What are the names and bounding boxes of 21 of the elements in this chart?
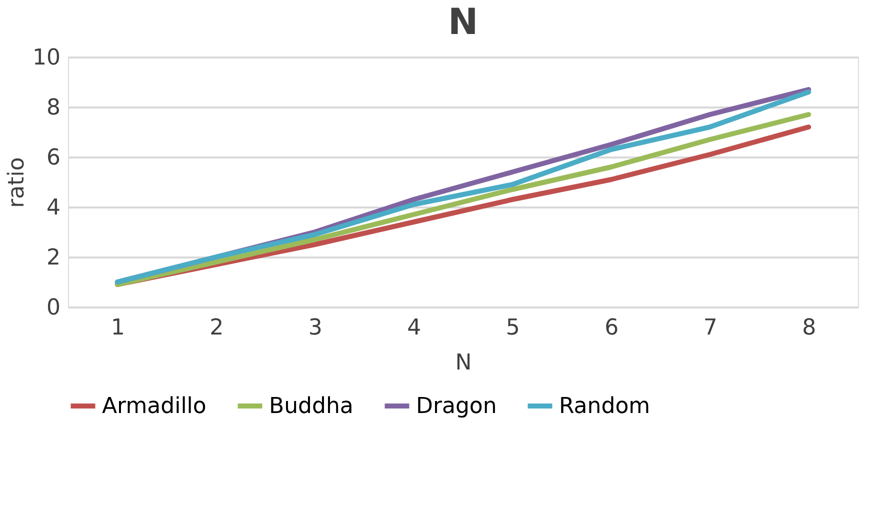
y-tick-label: 0 [46,296,60,320]
x-tick-label: 8 [802,316,816,340]
legend-label: Buddha [269,394,354,419]
x-axis-title: N [455,350,472,376]
x-tick-label: 1 [110,316,125,340]
x-tick-label: 7 [703,316,718,340]
y-tick-label: 8 [46,96,60,120]
x-tick-label: 5 [506,316,520,340]
legend-label: Random [559,394,650,419]
x-tick-label: 2 [210,316,224,340]
chart-title: N [448,2,478,43]
x-tick-label: 3 [308,316,322,340]
y-tick-label: 10 [32,46,60,70]
y-tick-label: 2 [46,246,60,270]
y-tick-label: 4 [46,196,60,220]
x-tick-label: 6 [604,316,619,340]
y-tick-label: 6 [46,146,60,170]
legend-label: Armadillo [102,394,206,419]
x-tick-label: 4 [407,316,422,340]
legend-label: Dragon [416,394,497,419]
y-axis-title: ratio [4,157,30,208]
